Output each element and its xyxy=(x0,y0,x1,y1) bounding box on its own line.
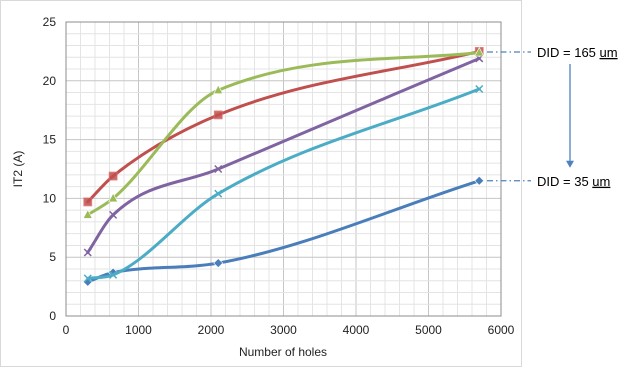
data-point-x xyxy=(83,274,92,283)
y-axis-ticks: 0 5 10 15 20 25 xyxy=(43,15,57,323)
data-point-triangle xyxy=(474,46,485,57)
series-line xyxy=(86,56,481,254)
did-unit: um xyxy=(592,174,610,189)
did-value: 35 xyxy=(574,174,592,189)
did-annotation: DID = 165 um xyxy=(487,45,618,60)
series-line xyxy=(86,49,481,204)
data-point-x xyxy=(475,85,484,94)
series-3 xyxy=(83,54,484,257)
did-annotation: DID = 35 um xyxy=(487,174,610,189)
x-tick-label: 5000 xyxy=(415,323,442,337)
x-tick-label: 6000 xyxy=(488,323,515,337)
y-tick-label: 20 xyxy=(43,74,57,88)
series-group xyxy=(82,46,485,287)
y-tick-label: 5 xyxy=(49,250,56,264)
y-tick-label: 0 xyxy=(49,309,56,323)
y-axis-title: IT2 (A) xyxy=(11,151,25,188)
did-unit: um xyxy=(600,45,618,60)
series-line xyxy=(86,51,481,217)
y-tick-label: 10 xyxy=(43,191,57,205)
data-point-diamond xyxy=(213,258,224,269)
data-point-diamond xyxy=(474,175,485,186)
x-tick-label: 2000 xyxy=(198,323,225,337)
series-2 xyxy=(83,85,484,283)
plot-area-border xyxy=(65,21,502,317)
data-point-triangle xyxy=(108,192,119,203)
did-label: DID = xyxy=(537,174,574,189)
data-point-x xyxy=(83,248,92,257)
series-line xyxy=(86,179,481,284)
data-point-triangle xyxy=(213,84,224,95)
x-axis-title: Number of holes xyxy=(239,345,327,359)
did-annotation-text: DID = 165 um xyxy=(537,45,618,60)
data-point-x xyxy=(214,164,223,174)
x-tick-label: 0 xyxy=(63,323,70,337)
did-annotation-text: DID = 35 um xyxy=(537,174,610,189)
data-point-square xyxy=(213,110,223,120)
data-point-square xyxy=(108,171,118,181)
x-axis-ticks: 0 1000 2000 3000 4000 5000 6000 xyxy=(63,323,515,337)
data-point-triangle xyxy=(82,209,93,219)
x-tick-label: 4000 xyxy=(343,323,370,337)
y-tick-label: 25 xyxy=(43,15,57,29)
did-value: 165 xyxy=(574,45,599,60)
did-label: DID = xyxy=(537,45,574,60)
series-5 xyxy=(82,46,485,219)
x-tick-label: 1000 xyxy=(125,323,152,337)
y-tick-label: 15 xyxy=(43,133,57,147)
data-point-x xyxy=(214,189,223,198)
down-arrow-icon xyxy=(566,63,574,168)
series-line xyxy=(86,87,481,280)
data-point-x xyxy=(109,210,118,219)
series-1 xyxy=(82,175,485,287)
data-point-square xyxy=(83,197,93,207)
data-point-x xyxy=(109,270,118,279)
x-tick-label: 3000 xyxy=(270,323,297,337)
